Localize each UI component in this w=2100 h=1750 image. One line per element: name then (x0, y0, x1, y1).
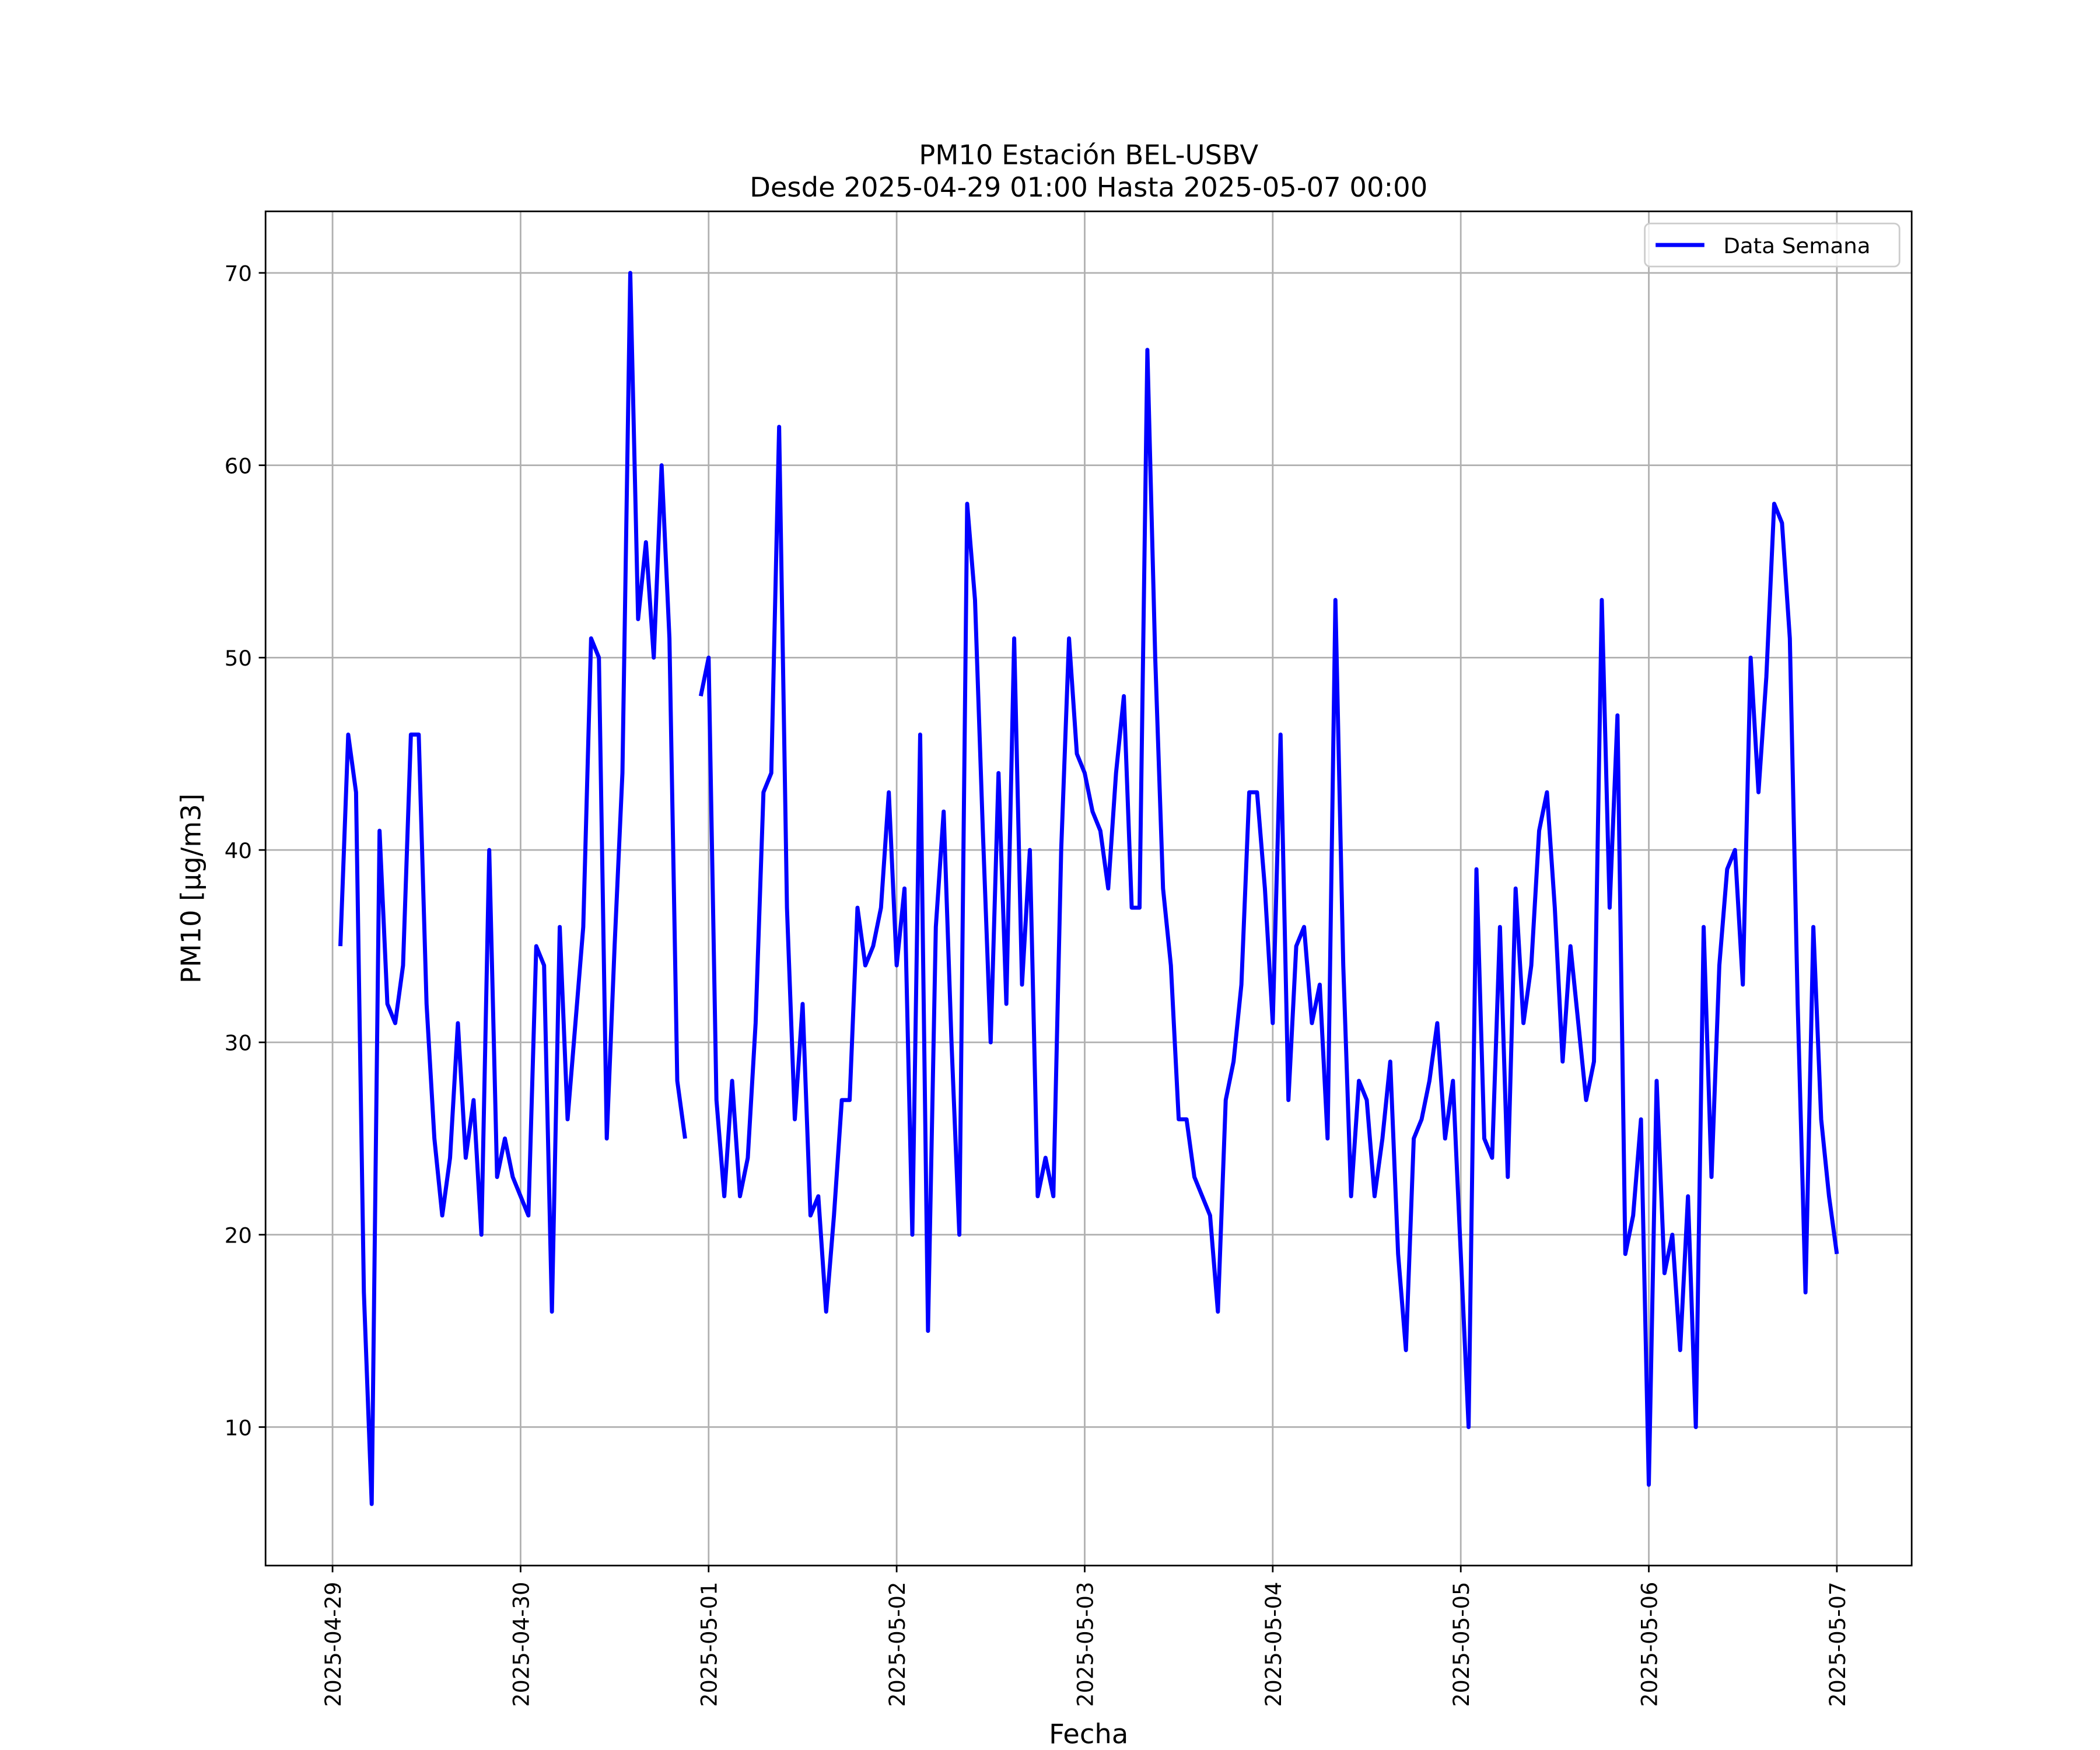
y-tick-label: 30 (225, 1031, 252, 1056)
x-tick-label: 2025-05-07 (1825, 1582, 1850, 1707)
x-tick-label: 2025-05-01 (697, 1582, 722, 1707)
y-tick-label: 70 (225, 261, 252, 286)
x-tick-label: 2025-05-04 (1261, 1582, 1286, 1707)
legend-box (1644, 222, 1901, 268)
plot-frame (264, 210, 1913, 1567)
x-tick-label: 2025-04-29 (321, 1582, 346, 1707)
x-tick-label: 2025-05-06 (1637, 1582, 1662, 1707)
x-axis-label: Fecha (1049, 1718, 1128, 1750)
x-tick-label: 2025-05-02 (885, 1582, 910, 1707)
x-tick-label: 2025-05-03 (1073, 1582, 1098, 1707)
y-tick-label: 60 (225, 454, 252, 479)
y-tick-label: 20 (225, 1223, 252, 1248)
data-line (338, 271, 1839, 1506)
x-tick-label: 2025-05-05 (1449, 1582, 1474, 1707)
y-tick-label: 10 (225, 1415, 252, 1440)
chart-title: PM10 Estación BEL-USBV (919, 139, 1258, 171)
legend-label: Data Semana (1723, 233, 1870, 258)
y-tick-label: 40 (225, 838, 252, 863)
y-tick-label: 50 (225, 646, 252, 671)
legend: Data Semana (1644, 222, 1901, 268)
chart-subtitle: Desde 2025-04-29 01:00 Hasta 2025-05-07 … (750, 172, 1427, 203)
x-tick-label: 2025-04-30 (509, 1582, 534, 1707)
y-axis-label: PM10 [μg/m3] (176, 793, 207, 984)
